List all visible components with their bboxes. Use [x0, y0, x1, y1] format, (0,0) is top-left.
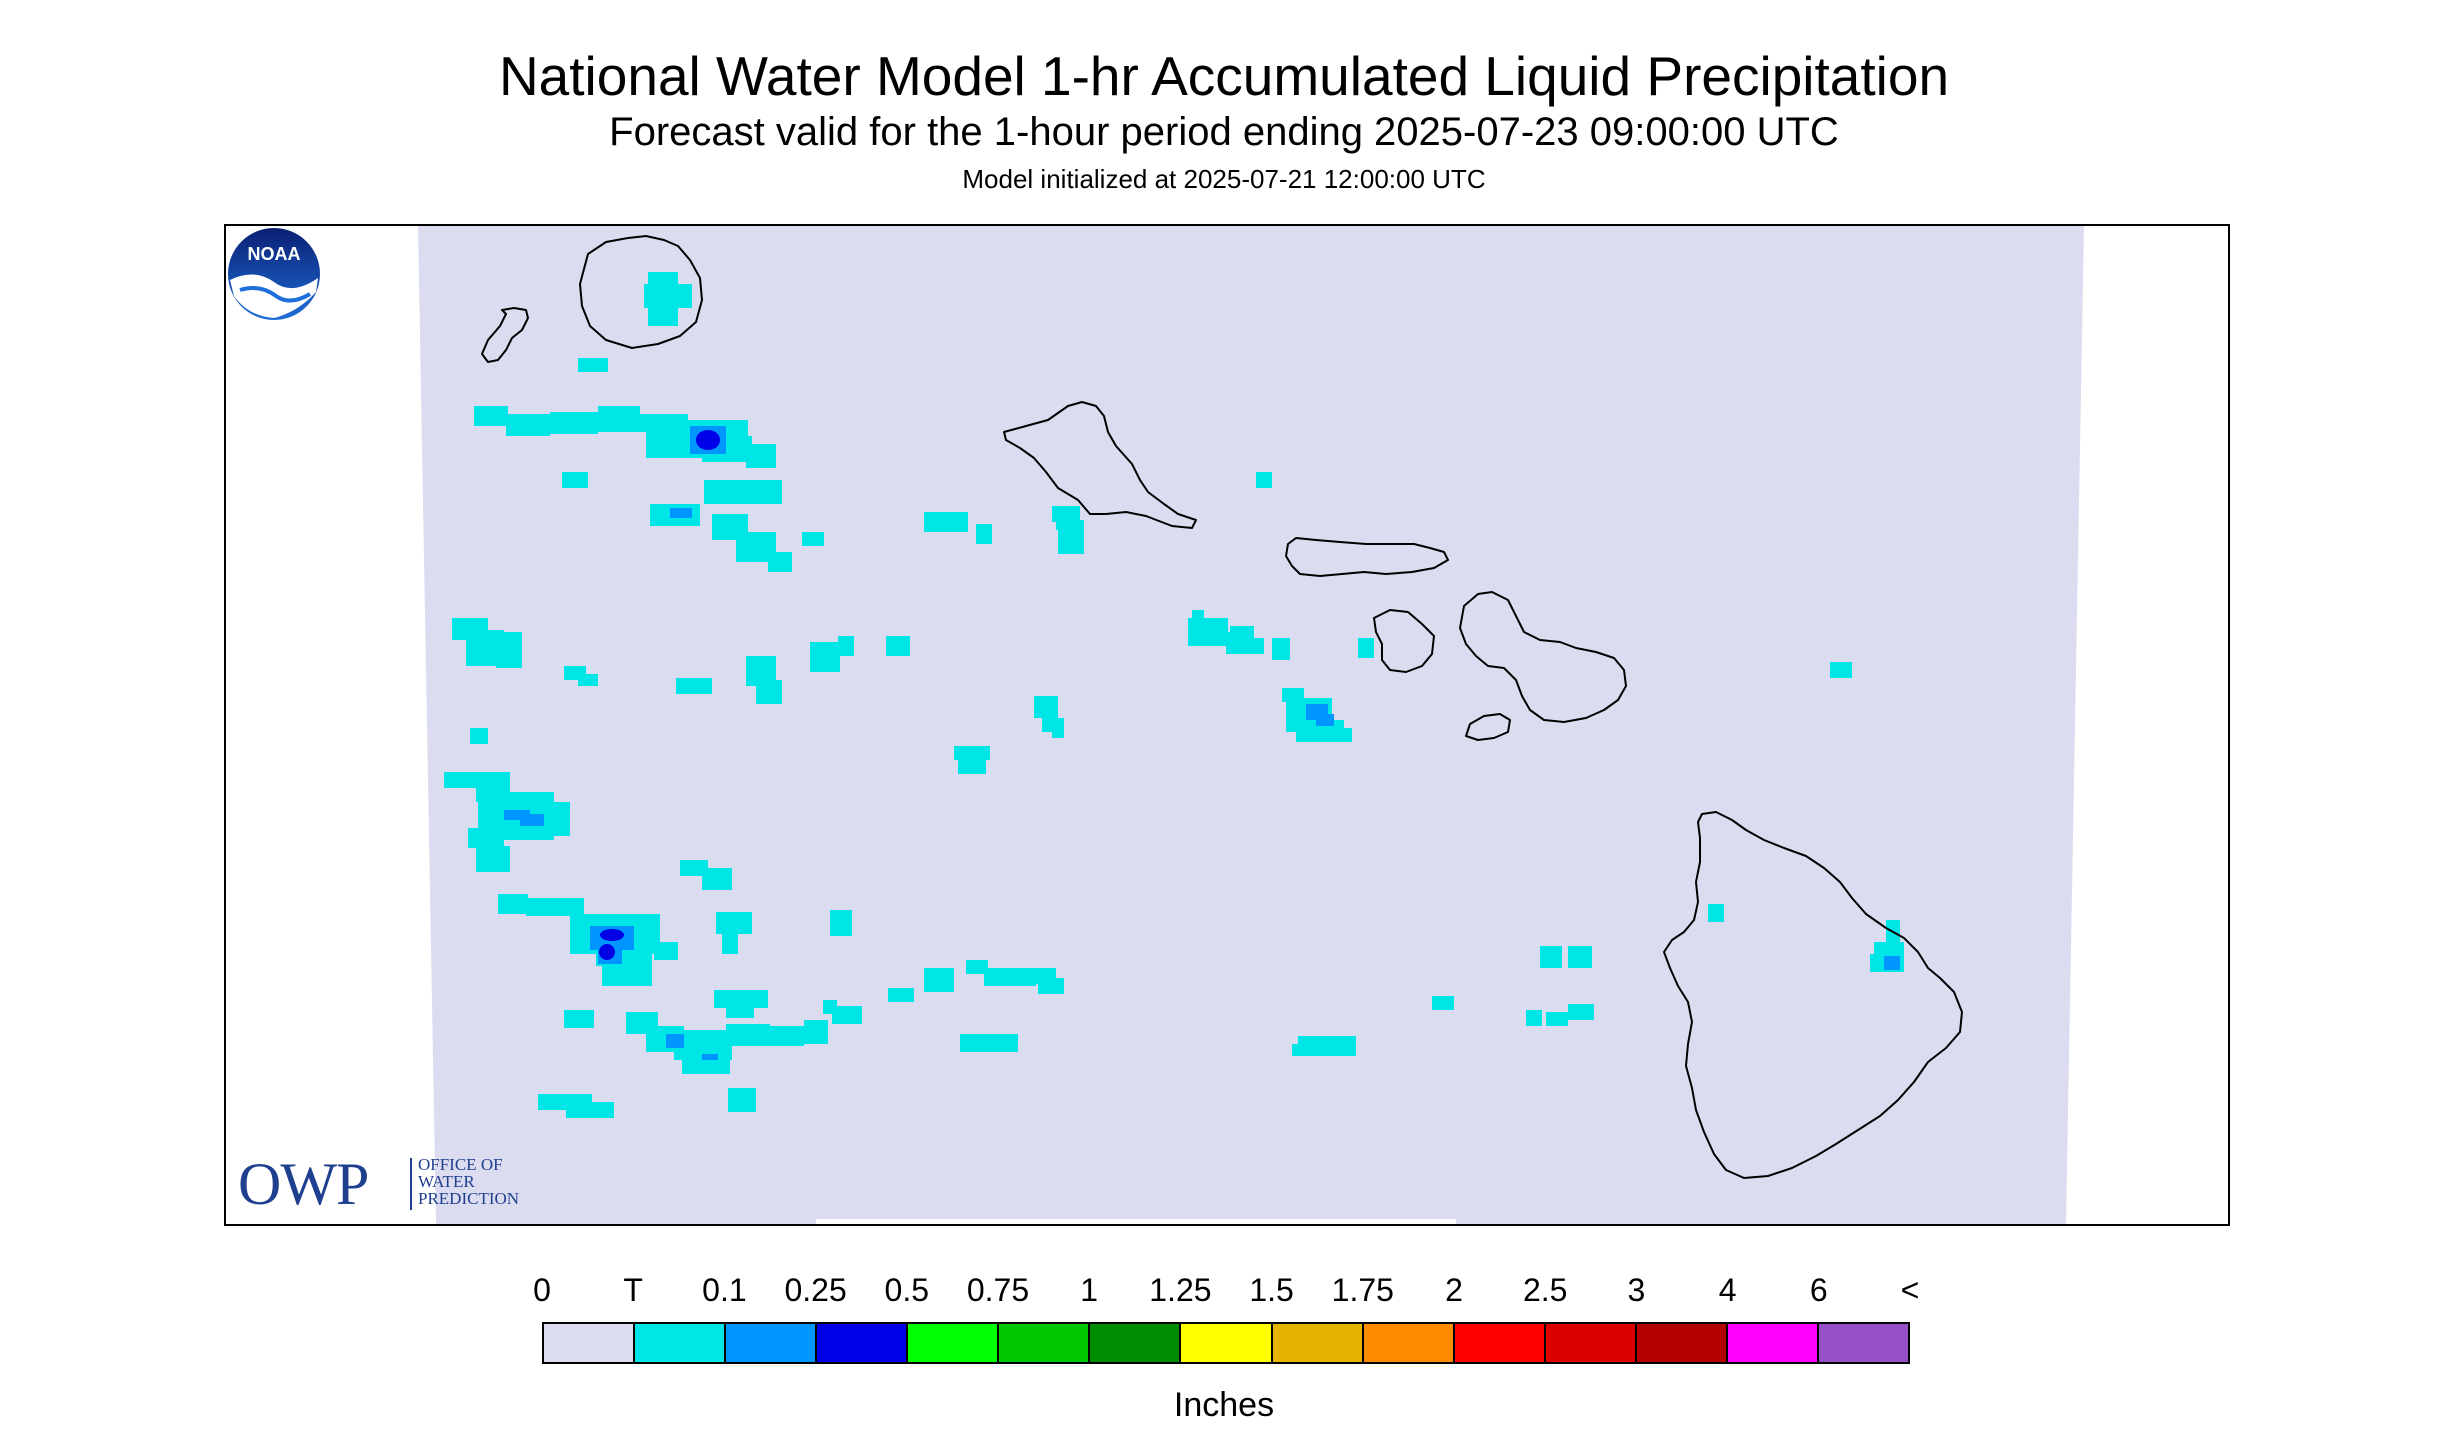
legend-swatch — [817, 1324, 909, 1362]
legend-swatch — [1636, 1324, 1728, 1362]
legend-swatch — [635, 1324, 727, 1362]
oahu-coast — [1003, 401, 1197, 529]
kauai-coast — [579, 235, 703, 349]
legend-tick-label: 6 — [1809, 1272, 1828, 1308]
map-subtitle: Forecast valid for the 1-hour period end… — [609, 110, 1839, 154]
legend-colorbar — [542, 1322, 1910, 1364]
precipitation-map: OWP OFFICE OF WATER PREDICTION NOAA — [224, 224, 2230, 1226]
legend-units: Inches — [1173, 1386, 1275, 1424]
legend-tick-label: 0.75 — [966, 1272, 1030, 1308]
legend-tick-label: 0 — [533, 1272, 551, 1308]
legend-swatch — [1181, 1324, 1273, 1362]
model-init-line: Model initialized at 2025-07-21 12:00:00… — [962, 164, 1486, 194]
legend-swatch — [1545, 1324, 1637, 1362]
model-domain — [418, 226, 2084, 1224]
map-title: National Water Model 1-hr Accumulated Li… — [498, 45, 1950, 107]
owp-logo-divider — [410, 1158, 412, 1210]
niihau-coast — [481, 307, 529, 363]
legend-swatch — [1727, 1324, 1819, 1362]
legend-swatch — [544, 1324, 636, 1362]
legend-tick-label: 3 — [1627, 1272, 1646, 1308]
owp-logo-line-3: PREDICTION — [418, 1189, 520, 1208]
precip-blue-cells — [599, 430, 720, 960]
owp-logo-line-2: WATER — [418, 1172, 475, 1191]
kahoolawe-coast — [1465, 713, 1511, 741]
owp-logo-line-1: OFFICE OF — [418, 1155, 503, 1174]
legend-tick-label: 1.75 — [1331, 1272, 1394, 1308]
legend-tick-label: 0.5 — [884, 1272, 930, 1308]
noaa-logo-text: NOAA — [248, 244, 301, 264]
legend-tick-label: 1.5 — [1249, 1272, 1294, 1308]
owp-logo-text: OWP — [238, 1151, 369, 1217]
legend-swatch — [1363, 1324, 1455, 1362]
legend-tick-label: 4 — [1718, 1272, 1737, 1308]
lanai-coast — [1373, 609, 1435, 673]
legend-swatch — [1818, 1324, 1908, 1362]
legend-swatch — [1454, 1324, 1546, 1362]
map-canvas — [418, 226, 2084, 1224]
legend-swatch — [1272, 1324, 1364, 1362]
legend-tick-label: 2.5 — [1522, 1272, 1568, 1308]
legend-tick-label: < — [1900, 1272, 1920, 1308]
legend-swatch — [726, 1324, 818, 1362]
legend-swatch — [1090, 1324, 1182, 1362]
maui-coast — [1459, 591, 1627, 723]
legend-labels: 0 T 0.1 0.25 0.5 0.75 1 1.25 1.5 1.75 2 2.5 3 4 6 < — [0, 1272, 2448, 1312]
legend-swatch — [908, 1324, 1000, 1362]
legend-tick-label: T — [623, 1272, 643, 1308]
legend-tick-label: 2 — [1445, 1272, 1463, 1308]
precip-trace-cells — [444, 272, 1904, 1118]
hawaii-big-island-coast — [1663, 811, 1963, 1179]
coastlines — [481, 235, 1963, 1179]
legend-swatch — [999, 1324, 1091, 1362]
molokai-coast — [1285, 537, 1449, 577]
legend-tick-label: 1 — [1080, 1272, 1099, 1308]
legend-tick-label: 0.25 — [784, 1272, 847, 1308]
legend-tick-label: 1.25 — [1149, 1272, 1212, 1308]
noaa-logo: NOAA — [228, 228, 320, 320]
legend-tick-label: 0.1 — [702, 1272, 747, 1308]
owp-logo-subtext: OFFICE OF WATER PREDICTION — [418, 1156, 519, 1207]
